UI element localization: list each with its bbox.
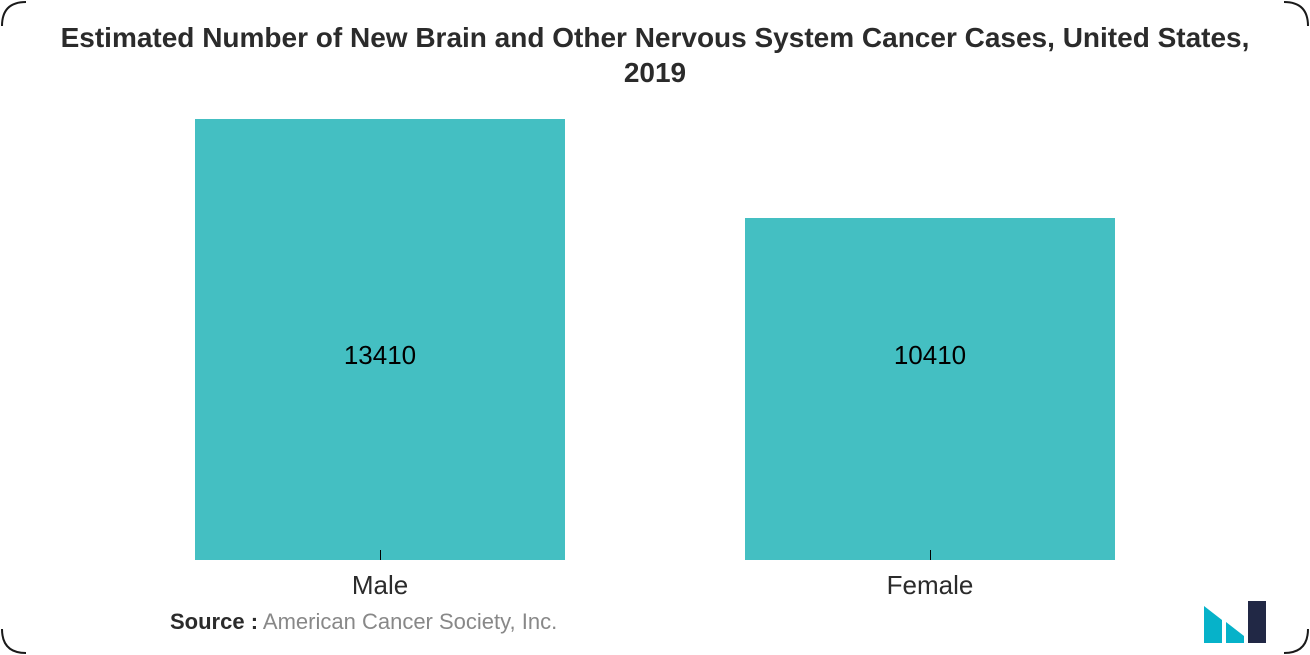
source-text: American Cancer Society, Inc. bbox=[258, 609, 557, 634]
x-label-female: Female bbox=[887, 570, 974, 601]
source-citation: Source : American Cancer Society, Inc. bbox=[170, 609, 557, 635]
x-label-male: Male bbox=[352, 570, 408, 601]
plot-region: 13410 10410 bbox=[160, 100, 1150, 560]
bar-female: 10410 bbox=[745, 218, 1115, 560]
publisher-logo bbox=[1200, 598, 1270, 643]
bar-male: 13410 bbox=[195, 119, 565, 560]
chart-area: 13410 10410 bbox=[0, 100, 1310, 560]
x-tick bbox=[380, 550, 381, 560]
bar-value-female: 10410 bbox=[745, 340, 1115, 371]
x-axis-labels: Male Female bbox=[0, 560, 1310, 610]
x-tick bbox=[930, 550, 931, 560]
chart-title: Estimated Number of New Brain and Other … bbox=[0, 0, 1310, 100]
bar-value-male: 13410 bbox=[195, 340, 565, 371]
source-label: Source : bbox=[170, 609, 258, 634]
